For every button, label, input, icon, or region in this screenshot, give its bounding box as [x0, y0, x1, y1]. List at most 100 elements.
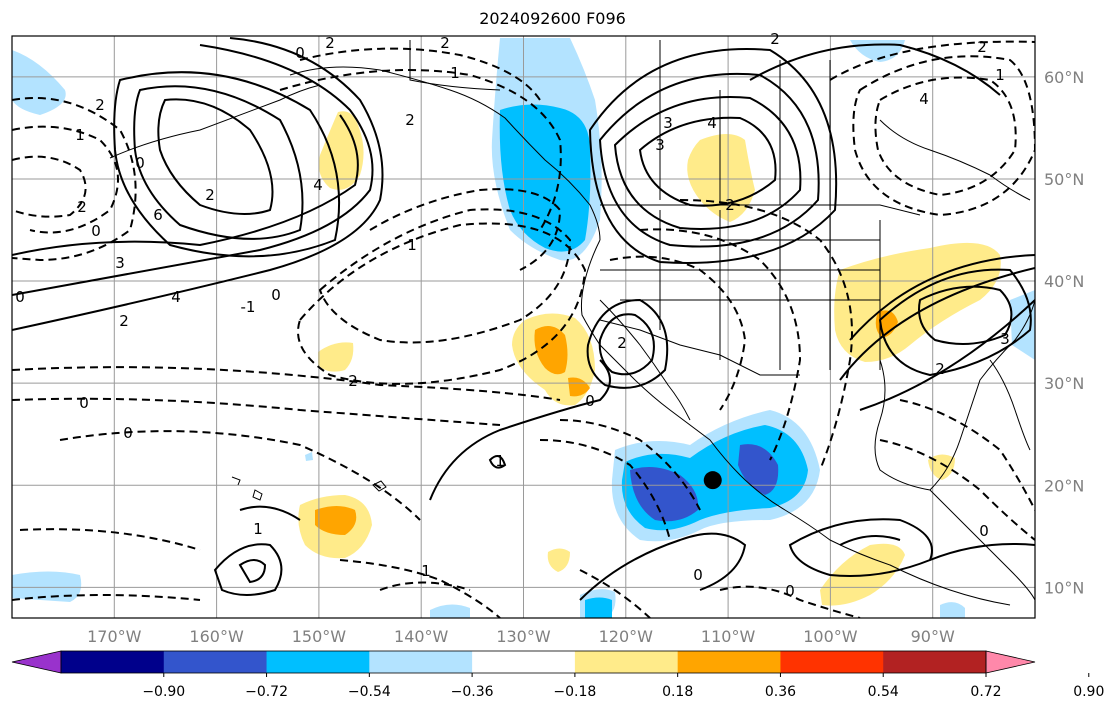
colorbar-tick-label: 0.72 — [970, 684, 1001, 700]
contour-low-ne-3 — [829, 40, 1035, 81]
longitude-label: 110°W — [701, 627, 756, 646]
longitude-label: 150°W — [292, 627, 347, 646]
contour-s-2 — [12, 594, 201, 601]
border-us-canada — [600, 204, 921, 216]
coastlines — [109, 40, 1035, 606]
contour-label: 2 — [405, 111, 415, 129]
border-states-2 — [600, 239, 880, 301]
contour-trough-1 — [609, 255, 747, 411]
contour-labels: 20122212041632403234210-1242020232011100… — [15, 30, 1010, 600]
colorbar-tick-label: −0.90 — [142, 684, 185, 700]
coastline-west-coast — [580, 239, 1011, 606]
colorbar-tick-label: 0.54 — [868, 684, 899, 700]
colorbar-extend-high — [985, 650, 1036, 674]
colorbar-tick-label: −0.18 — [553, 684, 596, 700]
latitude-label: 50°N — [1044, 170, 1084, 189]
colorbar-tick-label: 0.90 — [1073, 684, 1104, 700]
contour-label: 0 — [135, 154, 145, 172]
contour-sc-2 — [839, 535, 901, 546]
positive-shading-orange-hawaii — [315, 506, 357, 535]
contour-low-ne-1 — [874, 76, 1017, 197]
contour-high-baja — [598, 313, 655, 376]
contour-label: 3 — [1000, 330, 1010, 348]
contour-label: 0 — [123, 424, 133, 442]
colorbar-labels: −0.90 −0.72 −0.54 −0.36 −0.18 0.18 0.36 0.54 0.7… — [142, 673, 1104, 700]
colorbar-tick-label: −0.54 — [348, 684, 391, 700]
coastline-aleutians — [109, 84, 321, 159]
latitude-label: 30°N — [1044, 374, 1084, 393]
contour-zero-south — [579, 532, 747, 601]
negative-shading-mid-alaska — [499, 104, 591, 252]
contour-ridge-2 — [12, 37, 384, 331]
longitude-label: 140°W — [394, 627, 449, 646]
coastline-alaska — [289, 66, 601, 241]
negative-shading-light-se2 — [940, 602, 965, 618]
contour-mid-pac — [488, 455, 507, 469]
contour-zero-east — [929, 543, 1035, 561]
positive-shading-orange-baja2 — [568, 377, 590, 397]
contour-high-east-3 — [849, 254, 1035, 341]
contour-label: 2 — [440, 34, 450, 52]
contour-trough-3 — [679, 199, 853, 471]
contour-label: 3 — [655, 136, 665, 154]
longitude-label: 160°W — [189, 627, 244, 646]
contour-high-east-4 — [839, 267, 1035, 381]
contour-label: 2 — [205, 186, 215, 204]
colorbar-tick-label: 0.18 — [662, 684, 693, 700]
positive-shading-orange-baja — [534, 326, 568, 375]
coastline-hawaii-3 — [372, 480, 387, 492]
contour-label: 0 — [271, 286, 281, 304]
contour-low-gulf-6 — [59, 430, 421, 521]
contour-label: 1 — [495, 452, 505, 470]
contour-e-1 — [899, 399, 1035, 511]
contour-high-canada-4 — [588, 48, 838, 264]
contour-ridge-1 — [12, 44, 374, 296]
negative-shading-dark-mexico-w — [630, 466, 699, 522]
contour-low-w-1 — [12, 125, 119, 234]
colorbar — [11, 650, 1036, 674]
contour-label: 4 — [171, 288, 181, 306]
contour-s-4 — [379, 581, 471, 591]
contour-s-6 — [579, 569, 651, 618]
contour-low-w-3 — [12, 97, 137, 262]
colorbar-segment — [677, 651, 781, 673]
contour-label: 4 — [919, 90, 929, 108]
contour-low-w-2 — [12, 155, 87, 218]
coastline-florida — [989, 359, 1031, 451]
colorbar-tick-label: 0.36 — [765, 684, 796, 700]
contour-zero-mid — [429, 359, 611, 501]
contour-label: 6 — [153, 206, 163, 224]
contour-label: 4 — [313, 176, 323, 194]
contour-high-canada-5 — [749, 43, 1001, 96]
latitude-label: 60°N — [1044, 68, 1084, 87]
contour-label: 2 — [725, 196, 735, 214]
contour-low-gulf-3 — [297, 222, 587, 385]
positive-shading-yellow-sm — [547, 548, 570, 572]
contour-label: 1 — [407, 236, 417, 254]
contour-label: 2 — [119, 312, 129, 330]
location-marker — [703, 471, 722, 490]
coastline-hawaii-1 — [231, 476, 241, 486]
contour-label: 0 — [585, 392, 595, 410]
colorbar-segment — [883, 651, 987, 673]
contour-low-gulf-4 — [12, 366, 561, 401]
contour-label: 4 — [707, 114, 717, 132]
contour-high-nw-1 — [157, 98, 274, 215]
contour-label: 2 — [770, 30, 780, 48]
contour-mid-pac-2 — [239, 505, 301, 521]
contour-high-nw-3 — [113, 71, 341, 258]
negative-contours — [12, 40, 1035, 618]
contour-high-east-2 — [878, 268, 1032, 377]
contour-s-3 — [339, 559, 501, 618]
contour-label: 0 — [15, 288, 25, 306]
longitude-label: 120°W — [599, 627, 654, 646]
contour-label: 0 — [91, 222, 101, 240]
contour-label: 1 — [421, 562, 431, 580]
contour-label: 2 — [95, 96, 105, 114]
contour-low-ne-2 — [852, 55, 1035, 217]
contour-high-canada-2 — [613, 96, 802, 230]
contour-high-canada-1 — [638, 116, 777, 207]
map-title: 2024092600 F096 — [479, 9, 626, 28]
contour-trough-4 — [559, 419, 701, 511]
map-frame — [11, 35, 1036, 619]
